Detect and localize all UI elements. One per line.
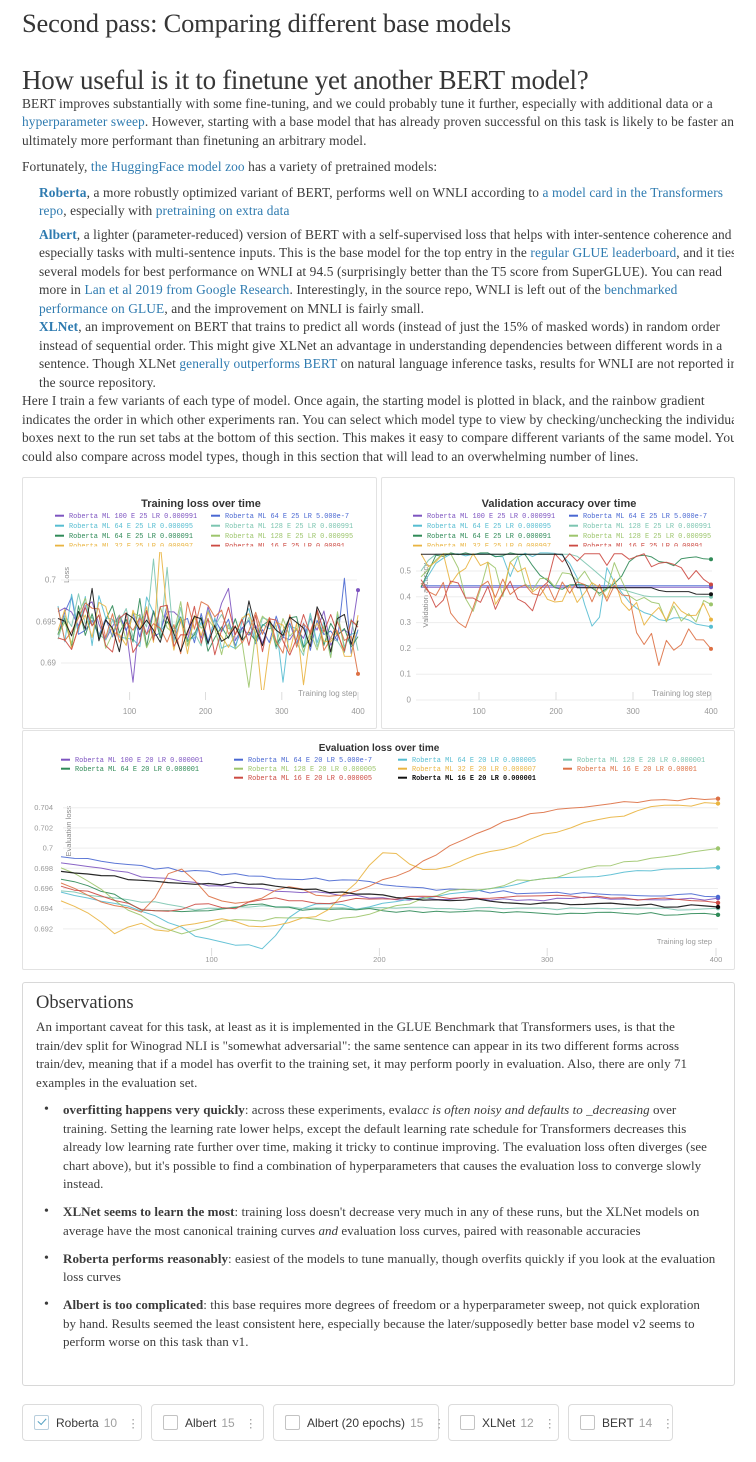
svg-text:Evaluation loss: Evaluation loss	[64, 806, 73, 857]
svg-text:Roberta ML 32 E 25 LR 0.000997: Roberta ML 32 E 25 LR 0.000997	[427, 543, 551, 551]
svg-text:0.7: 0.7	[45, 576, 57, 585]
svg-text:Roberta ML 64 E 20 LR 5.000e-7: Roberta ML 64 E 20 LR 5.000e-7	[248, 757, 372, 765]
svg-text:0.69: 0.69	[40, 659, 56, 668]
svg-text:Training log step: Training log step	[298, 689, 357, 698]
svg-text:Validation accuracy over time: Validation accuracy over time	[482, 498, 637, 510]
svg-text:Roberta ML 64 E 25 LR 0.000091: Roberta ML 64 E 25 LR 0.000091	[69, 533, 193, 541]
svg-text:Roberta ML 100 E 25 LR 0.00099: Roberta ML 100 E 25 LR 0.000991	[69, 513, 197, 521]
svg-text:Roberta ML 128 E 25 LR 0.00099: Roberta ML 128 E 25 LR 0.000995	[583, 533, 711, 541]
svg-text:Roberta ML 128 E 25 LR 0.00099: Roberta ML 128 E 25 LR 0.000995	[225, 533, 353, 541]
svg-text:0.694: 0.694	[34, 904, 53, 913]
svg-text:0.692: 0.692	[34, 924, 53, 933]
svg-text:Roberta ML 64 E 25 LR 5.000e-7: Roberta ML 64 E 25 LR 5.000e-7	[583, 513, 707, 521]
svg-text:200: 200	[199, 707, 213, 716]
svg-text:Training log step: Training log step	[657, 937, 712, 946]
svg-text:400: 400	[351, 707, 365, 716]
svg-text:400: 400	[704, 707, 718, 716]
svg-text:100: 100	[472, 707, 486, 716]
svg-text:0.698: 0.698	[34, 864, 53, 873]
svg-text:0.695: 0.695	[36, 618, 57, 627]
svg-text:Roberta ML 64 E 20 LR 0.000001: Roberta ML 64 E 20 LR 0.000001	[75, 766, 199, 774]
svg-text:Roberta ML 128 E 25 LR 0.00099: Roberta ML 128 E 25 LR 0.000991	[583, 523, 711, 531]
svg-text:200: 200	[549, 707, 563, 716]
svg-text:0.702: 0.702	[34, 823, 53, 832]
svg-text:Roberta ML 16 E 20 LR 0.000005: Roberta ML 16 E 20 LR 0.000005	[248, 775, 372, 783]
svg-text:300: 300	[626, 707, 640, 716]
svg-text:300: 300	[275, 707, 289, 716]
svg-text:Roberta ML 100 E 25 LR 0.00099: Roberta ML 100 E 25 LR 0.000991	[427, 513, 555, 521]
svg-text:0.4: 0.4	[400, 592, 412, 601]
svg-text:Roberta ML 64 E 25 LR 0.000095: Roberta ML 64 E 25 LR 0.000095	[427, 523, 551, 531]
svg-text:Roberta ML 16 E 25 LR 0.00091: Roberta ML 16 E 25 LR 0.00091	[225, 543, 345, 551]
svg-text:400: 400	[710, 955, 723, 964]
svg-text:0.696: 0.696	[34, 884, 53, 893]
svg-text:100: 100	[205, 955, 218, 964]
svg-text:Roberta ML 64 E 20 LR 0.000005: Roberta ML 64 E 20 LR 0.000005	[412, 757, 536, 765]
svg-text:0.2: 0.2	[400, 644, 412, 653]
svg-text:100: 100	[123, 707, 137, 716]
svg-text:Roberta ML 16 E 20 LR 0.000001: Roberta ML 16 E 20 LR 0.000001	[412, 775, 536, 783]
svg-text:Training loss over time: Training loss over time	[141, 498, 261, 510]
svg-text:Roberta ML 16 E 25 LR 0.00091: Roberta ML 16 E 25 LR 0.00091	[583, 543, 703, 551]
svg-text:0.5: 0.5	[400, 567, 412, 576]
svg-text:Roberta ML 32 E 25 LR 0.000997: Roberta ML 32 E 25 LR 0.000997	[69, 543, 193, 551]
svg-text:Roberta ML 64 E 25 LR 0.000091: Roberta ML 64 E 25 LR 0.000091	[427, 533, 551, 541]
svg-text:300: 300	[541, 955, 554, 964]
svg-text:Roberta ML 64 E 25 LR 5.000e-7: Roberta ML 64 E 25 LR 5.000e-7	[225, 513, 349, 521]
svg-text:0.1: 0.1	[400, 670, 412, 679]
svg-text:Training log step: Training log step	[652, 689, 711, 698]
svg-text:Roberta ML 64 E 25 LR 0.000095: Roberta ML 64 E 25 LR 0.000095	[69, 523, 193, 531]
svg-text:200: 200	[373, 955, 386, 964]
svg-text:0: 0	[407, 696, 412, 705]
svg-text:Roberta ML 100 E 20 LR 0.00000: Roberta ML 100 E 20 LR 0.000001	[75, 757, 203, 765]
svg-text:Roberta ML 128 E 25 LR 0.00099: Roberta ML 128 E 25 LR 0.000991	[225, 523, 353, 531]
svg-text:Roberta ML 128 E 20 LR 0.00000: Roberta ML 128 E 20 LR 0.000005	[248, 766, 376, 774]
svg-text:0.7: 0.7	[43, 844, 53, 853]
svg-text:0.704: 0.704	[34, 803, 53, 812]
svg-text:Roberta ML 32 E 20 LR 0.000007: Roberta ML 32 E 20 LR 0.000007	[412, 766, 536, 774]
svg-text:Roberta ML 128 E 20 LR 0.00000: Roberta ML 128 E 20 LR 0.000001	[577, 757, 705, 765]
svg-text:Validation accuracy: Validation accuracy	[421, 563, 430, 628]
svg-text:Loss: Loss	[62, 567, 71, 583]
svg-text:0.3: 0.3	[400, 618, 412, 627]
svg-text:Roberta ML 16 E 20 LR 0.00001: Roberta ML 16 E 20 LR 0.00001	[577, 766, 697, 774]
svg-text:Evaluation loss over time: Evaluation loss over time	[319, 743, 440, 754]
